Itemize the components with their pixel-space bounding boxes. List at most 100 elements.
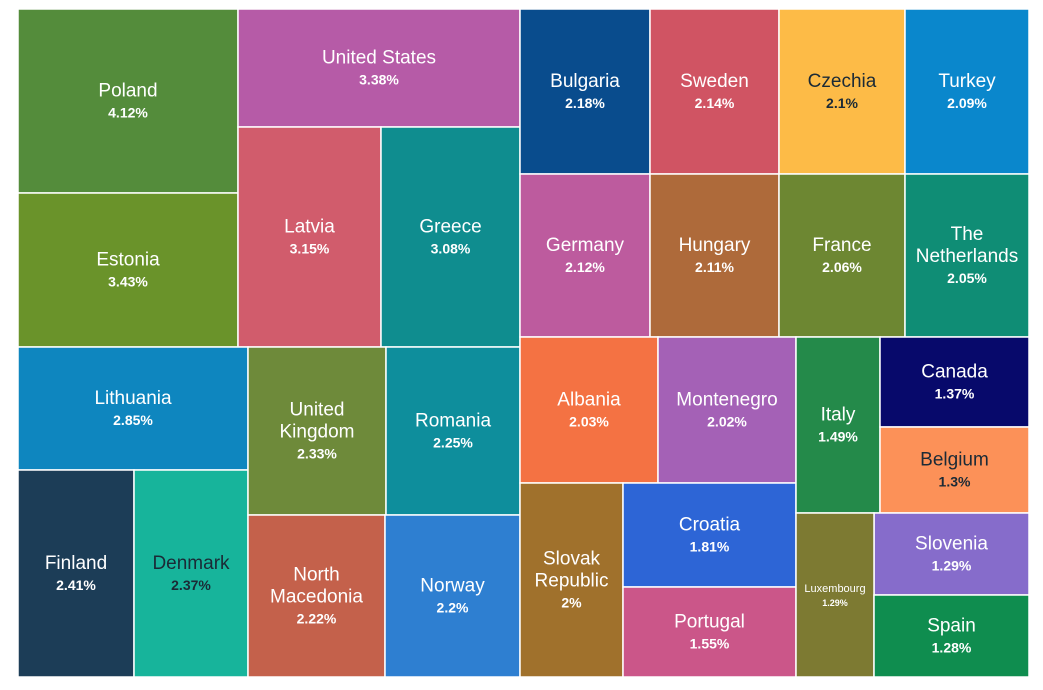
tile-sweden[interactable]: Sweden 2.14% bbox=[649, 8, 780, 175]
tile-value-canada: 1.37% bbox=[935, 386, 975, 402]
tile-label-canada: Canada bbox=[921, 362, 988, 383]
tile-label-united-states: United States bbox=[322, 48, 436, 69]
tile-label-italy: Italy bbox=[821, 405, 856, 426]
tile-value-slovak-republic: 2% bbox=[561, 595, 582, 611]
tile-rect-france[interactable] bbox=[778, 173, 906, 338]
tile-bulgaria[interactable]: Bulgaria 2.18% bbox=[519, 8, 651, 175]
tile-value-greece: 3.08% bbox=[431, 241, 471, 257]
tile-label-belgium: Belgium bbox=[920, 450, 989, 471]
tile-label-albania: Albania bbox=[557, 390, 621, 411]
tile-label-croatia: Croatia bbox=[679, 515, 741, 536]
tile-rect-sweden[interactable] bbox=[649, 8, 780, 175]
tile-value-finland: 2.41% bbox=[56, 577, 96, 593]
tile-norway[interactable]: Norway 2.2% bbox=[384, 514, 521, 678]
tile-rect-estonia[interactable] bbox=[17, 192, 239, 348]
tile-rect-montenegro[interactable] bbox=[657, 336, 797, 484]
tile-belgium[interactable]: Belgium 1.3% bbox=[879, 426, 1030, 514]
tile-rect-croatia[interactable] bbox=[622, 482, 797, 588]
tile-label-finland: Finland bbox=[45, 553, 107, 574]
tile-value-north-macedonia: 2.22% bbox=[297, 611, 337, 627]
tile-label-luxembourg: Luxembourg bbox=[804, 583, 865, 595]
tile-slovenia[interactable]: Slovenia 1.29% bbox=[873, 512, 1030, 596]
tile-label-romania: Romania bbox=[415, 411, 491, 432]
tile-rect-belgium[interactable] bbox=[879, 426, 1030, 514]
tile-rect-norway[interactable] bbox=[384, 514, 521, 678]
tile-estonia[interactable]: Estonia 3.43% bbox=[17, 192, 239, 348]
tile-rect-lithuania[interactable] bbox=[17, 346, 249, 471]
tile-rect-romania[interactable] bbox=[385, 346, 521, 516]
tile-value-luxembourg: 1.29% bbox=[822, 598, 848, 608]
tile-value-united-states: 3.38% bbox=[359, 72, 399, 88]
tile-label-turkey: Turkey bbox=[938, 71, 996, 92]
tile-north-macedonia[interactable]: North Macedonia 2.22% bbox=[247, 514, 386, 678]
tile-rect-the-netherlands[interactable] bbox=[904, 173, 1030, 338]
tile-portugal[interactable]: Portugal 1.55% bbox=[622, 586, 797, 678]
tile-germany[interactable]: Germany 2.12% bbox=[519, 173, 651, 338]
tile-romania[interactable]: Romania 2.25% bbox=[385, 346, 521, 516]
tile-value-italy: 1.49% bbox=[818, 429, 858, 445]
tile-value-the-netherlands: 2.05% bbox=[947, 270, 987, 286]
tile-rect-bulgaria[interactable] bbox=[519, 8, 651, 175]
tile-the-netherlands[interactable]: The Netherlands 2.05% bbox=[904, 173, 1030, 338]
tile-czechia[interactable]: Czechia 2.1% bbox=[778, 8, 906, 175]
tile-value-belgium: 1.3% bbox=[939, 474, 971, 490]
tile-value-bulgaria: 2.18% bbox=[565, 95, 605, 111]
tile-canada[interactable]: Canada 1.37% bbox=[879, 336, 1030, 428]
tile-value-germany: 2.12% bbox=[565, 259, 605, 275]
tile-finland[interactable]: Finland 2.41% bbox=[17, 469, 135, 678]
tile-spain[interactable]: Spain 1.28% bbox=[873, 594, 1030, 678]
tile-rect-portugal[interactable] bbox=[622, 586, 797, 678]
tile-value-latvia: 3.15% bbox=[290, 241, 330, 257]
tile-label-lithuania: Lithuania bbox=[94, 388, 172, 409]
tile-label-montenegro: Montenegro bbox=[676, 390, 777, 411]
tile-label-greece: Greece bbox=[419, 217, 481, 238]
tile-rect-greece[interactable] bbox=[380, 126, 521, 348]
tile-united-kingdom[interactable]: United Kingdom 2.33% bbox=[247, 346, 387, 516]
tile-hungary[interactable]: Hungary 2.11% bbox=[649, 173, 780, 338]
tile-france[interactable]: France 2.06% bbox=[778, 173, 906, 338]
tile-rect-poland[interactable] bbox=[17, 8, 239, 194]
tile-value-united-kingdom: 2.33% bbox=[297, 446, 337, 462]
tile-label-slovak-republic: Slovak Republic bbox=[535, 549, 609, 592]
tile-rect-spain[interactable] bbox=[873, 594, 1030, 678]
tile-rect-finland[interactable] bbox=[17, 469, 135, 678]
tile-rect-slovenia[interactable] bbox=[873, 512, 1030, 596]
tile-slovak-republic[interactable]: Slovak Republic 2% bbox=[519, 482, 624, 678]
tile-poland[interactable]: Poland 4.12% bbox=[17, 8, 239, 194]
tile-label-united-kingdom: United Kingdom bbox=[280, 400, 355, 443]
tile-rect-albania[interactable] bbox=[519, 336, 659, 484]
tile-label-france: France bbox=[812, 235, 871, 256]
tile-rect-luxembourg[interactable] bbox=[795, 512, 875, 678]
tile-value-spain: 1.28% bbox=[932, 640, 972, 656]
tile-value-slovenia: 1.29% bbox=[932, 558, 972, 574]
tile-label-bulgaria: Bulgaria bbox=[550, 71, 620, 92]
tile-montenegro[interactable]: Montenegro 2.02% bbox=[657, 336, 797, 484]
tile-united-states[interactable]: United States 3.38% bbox=[237, 8, 521, 128]
tile-luxembourg[interactable]: Luxembourg 1.29% bbox=[795, 512, 875, 678]
tile-value-poland: 4.12% bbox=[108, 105, 148, 121]
tile-denmark[interactable]: Denmark 2.37% bbox=[133, 469, 249, 678]
tile-rect-denmark[interactable] bbox=[133, 469, 249, 678]
tile-greece[interactable]: Greece 3.08% bbox=[380, 126, 521, 348]
tile-lithuania[interactable]: Lithuania 2.85% bbox=[17, 346, 249, 471]
tile-rect-turkey[interactable] bbox=[904, 8, 1030, 175]
tile-value-hungary: 2.11% bbox=[695, 259, 734, 275]
tile-turkey[interactable]: Turkey 2.09% bbox=[904, 8, 1030, 175]
tile-rect-hungary[interactable] bbox=[649, 173, 780, 338]
tile-label-slovenia: Slovenia bbox=[915, 534, 988, 555]
tile-value-romania: 2.25% bbox=[433, 435, 473, 451]
tile-value-norway: 2.2% bbox=[437, 600, 469, 616]
tile-albania[interactable]: Albania 2.03% bbox=[519, 336, 659, 484]
tile-label-czechia: Czechia bbox=[808, 71, 877, 92]
tile-croatia[interactable]: Croatia 1.81% bbox=[622, 482, 797, 588]
tile-rect-united-states[interactable] bbox=[237, 8, 521, 128]
tile-rect-slovak-republic[interactable] bbox=[519, 482, 624, 678]
tile-label-norway: Norway bbox=[420, 576, 485, 597]
tile-value-sweden: 2.14% bbox=[695, 95, 735, 111]
tile-italy[interactable]: Italy 1.49% bbox=[795, 336, 881, 514]
tile-latvia[interactable]: Latvia 3.15% bbox=[237, 126, 382, 348]
tile-value-croatia: 1.81% bbox=[690, 539, 730, 555]
tile-value-estonia: 3.43% bbox=[108, 274, 148, 290]
tile-rect-latvia[interactable] bbox=[237, 126, 382, 348]
